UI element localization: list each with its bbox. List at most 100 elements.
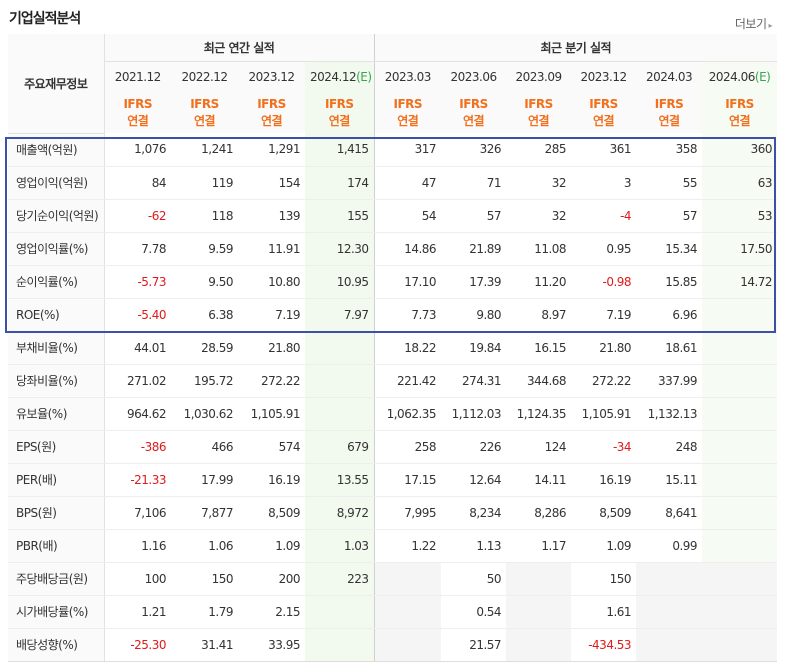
table-cell: 1.03	[305, 529, 375, 563]
column-date: 2023.12	[571, 61, 637, 92]
row-label: 당기순이익(억원)	[8, 199, 105, 233]
table-row: 영업이익(억원) 84 119 154 174 47 71 32 3 55 63	[8, 166, 778, 200]
table-cell: 8,509	[238, 496, 305, 530]
table-cell: 337.99	[636, 364, 703, 398]
table-cell: 272.22	[571, 364, 637, 398]
table-cell: -62	[104, 199, 171, 233]
ifrs-label: IFRS 연결	[374, 92, 442, 133]
table-cell: 7.97	[305, 298, 375, 332]
table-cell: 195.72	[171, 364, 238, 398]
table-row: ROE(%) -5.40 6.38 7.19 7.97 7.73 9.80 8.97 7.19 6…	[8, 298, 778, 332]
column-date: 2023.12	[238, 61, 305, 92]
table-cell: 17.15	[374, 463, 442, 497]
table-cell: 226	[441, 429, 507, 464]
table-cell: 1,076	[104, 133, 171, 167]
table-cell: 9.80	[441, 298, 507, 332]
table-cell: 7.19	[571, 298, 637, 332]
table-cell	[506, 561, 572, 596]
estimate-mark: (E)	[356, 70, 372, 84]
table-cell: 32	[506, 166, 572, 200]
table-cell	[702, 429, 778, 464]
table-cell	[702, 397, 778, 431]
column-date: 2023.09	[506, 61, 572, 92]
more-link[interactable]: 더보기 ▸	[735, 15, 773, 32]
row-header: 주요재무정보	[8, 34, 105, 134]
table-cell: 50	[441, 561, 507, 596]
table-cell: 57	[441, 199, 507, 233]
table-cell: 15.34	[636, 231, 703, 266]
table-cell: 57	[636, 199, 703, 233]
table-cell: 15.11	[636, 463, 703, 497]
ifrs-label: IFRS 연결	[571, 92, 637, 133]
table-cell: 0.95	[571, 231, 637, 266]
date-label: 2022.12	[181, 70, 228, 84]
ifrs-top: IFRS	[257, 96, 286, 111]
table-cell: 12.30	[305, 231, 375, 266]
table-cell	[374, 595, 442, 629]
table-cell: 100	[104, 561, 171, 596]
row-label: ROE(%)	[8, 298, 105, 332]
table-cell: 17.50	[702, 231, 778, 266]
row-label: 매출액(억원)	[8, 133, 105, 167]
table-cell	[702, 628, 778, 662]
table-cell	[636, 561, 703, 596]
table-cell	[702, 298, 778, 332]
table-cell: 7.19	[238, 298, 305, 332]
table-cell: -21.33	[104, 463, 171, 497]
table-cell: 964.62	[104, 397, 171, 431]
row-label: 부채비율(%)	[8, 330, 105, 365]
table-cell: 154	[238, 166, 305, 200]
table-row: 영업이익률(%) 7.78 9.59 11.91 12.30 14.86 21.89 11.0…	[8, 231, 778, 266]
table-cell: 18.22	[374, 330, 442, 365]
table-cell: -0.98	[571, 265, 637, 299]
ifrs-label: IFRS 연결	[636, 92, 703, 133]
date-label: 2024.06	[708, 70, 756, 84]
table-cell: 32	[506, 199, 572, 233]
table-cell: 8.97	[506, 298, 572, 332]
row-label: PBR(배)	[8, 529, 105, 563]
table-row: 유보율(%) 964.62 1,030.62 1,105.91 1,062.35 1,11…	[8, 397, 778, 431]
column-date: 2023.06	[441, 61, 507, 92]
table-cell: 63	[702, 166, 778, 200]
date-label: 2023.03	[384, 70, 432, 84]
table-cell: 1,062.35	[374, 397, 442, 431]
table-cell: 248	[636, 429, 703, 464]
table-cell: 12.64	[441, 463, 507, 497]
table-cell: 360	[702, 133, 778, 167]
table-cell: 84	[104, 166, 171, 200]
table-row: PBR(배) 1.16 1.06 1.09 1.03 1.22 1.13 1.17 1.09 0.…	[8, 529, 778, 563]
ifrs-label: IFRS 연결	[441, 92, 507, 133]
row-label: 주당배당금(원)	[8, 561, 105, 596]
table-cell: -34	[571, 429, 637, 464]
table-cell: 574	[238, 429, 305, 464]
table-row: 부채비율(%) 44.01 28.59 21.80 18.22 19.84 16.15 21.…	[8, 330, 778, 365]
section-title: 기업실적분석	[9, 11, 81, 27]
table-cell	[305, 397, 375, 431]
table-cell: 1.79	[171, 595, 238, 629]
table-row: 주당배당금(원) 100 150 200 223 50 150	[8, 561, 778, 596]
table-row: EPS(원) -386 466 574 679 258 226 124 -34 248	[8, 429, 778, 464]
table-cell	[702, 496, 778, 530]
table-cell: 344.68	[506, 364, 572, 398]
table-cell: 17.39	[441, 265, 507, 299]
table-cell: 1,415	[305, 133, 375, 167]
table-cell: -25.30	[104, 628, 171, 662]
table-cell: 7,995	[374, 496, 442, 530]
table-cell: 7.78	[104, 231, 171, 266]
table-cell: -434.53	[571, 628, 637, 662]
table-cell: 285	[506, 133, 572, 167]
table-cell	[702, 364, 778, 398]
table-cell: 326	[441, 133, 507, 167]
table-cell: 3	[571, 166, 637, 200]
table-cell: 21.80	[238, 330, 305, 365]
table-row: 배당성향(%) -25.30 31.41 33.95 21.57 -434.53	[8, 628, 778, 662]
table-cell: 11.08	[506, 231, 572, 266]
table-cell: 258	[374, 429, 442, 464]
table-cell: 21.89	[441, 231, 507, 266]
row-label: 순이익률(%)	[8, 265, 105, 299]
table-cell: 6.96	[636, 298, 703, 332]
estimate-mark: (E)	[754, 70, 771, 84]
table-cell: 274.31	[441, 364, 507, 398]
ifrs-bottom: 연결	[729, 113, 751, 128]
ifrs-top: IFRS	[654, 96, 684, 111]
